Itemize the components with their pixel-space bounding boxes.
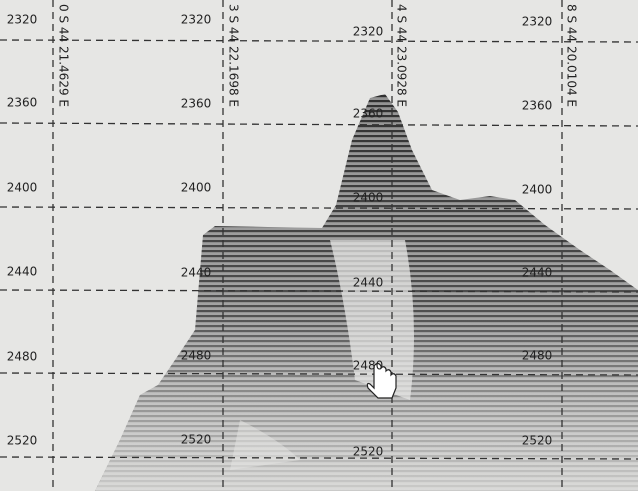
depth-label: 2440 (522, 266, 553, 280)
depth-label: 2480 (522, 349, 553, 363)
depth-label: 2480 (181, 349, 212, 363)
depth-label: 2320 (353, 25, 384, 39)
depth-label: 2520 (522, 434, 553, 448)
depth-label: 2440 (181, 266, 212, 280)
depth-label: 2400 (181, 181, 212, 195)
depth-label: 2480 (7, 350, 38, 364)
depth-label: 2480 (353, 359, 384, 373)
depth-label: 2440 (353, 276, 384, 290)
depth-label: 2320 (522, 15, 553, 29)
depth-label: 2320 (181, 13, 212, 27)
page: 2320 2360 2400 2440 2480 2520 2320 2360 2400 2440… (0, 0, 638, 491)
depth-label: 2520 (7, 434, 38, 448)
depth-label: 2400 (7, 181, 38, 195)
depth-label: 2400 (353, 191, 384, 205)
track-label: 8 S 44 20.0104 E (565, 4, 579, 107)
track-label: 3 S 44 22.1698 E (227, 4, 241, 107)
depth-label: 2360 (7, 96, 38, 110)
depth-label: 2360 (181, 97, 212, 111)
depth-label: 2440 (7, 265, 38, 279)
track-label: 4 S 44 23.0928 E (395, 4, 409, 107)
depth-label: 2520 (353, 445, 384, 459)
depth-label: 2360 (522, 99, 553, 113)
depth-label: 2520 (181, 433, 212, 447)
depth-label: 2400 (522, 183, 553, 197)
depth-label: 2360 (353, 107, 384, 121)
depth-label: 2320 (7, 13, 38, 27)
track-label: 0 S 44 21.4629 E (57, 4, 71, 107)
seismic-profile-view: 2320 2360 2400 2440 2480 2520 2320 2360 2400 2440… (0, 0, 638, 491)
